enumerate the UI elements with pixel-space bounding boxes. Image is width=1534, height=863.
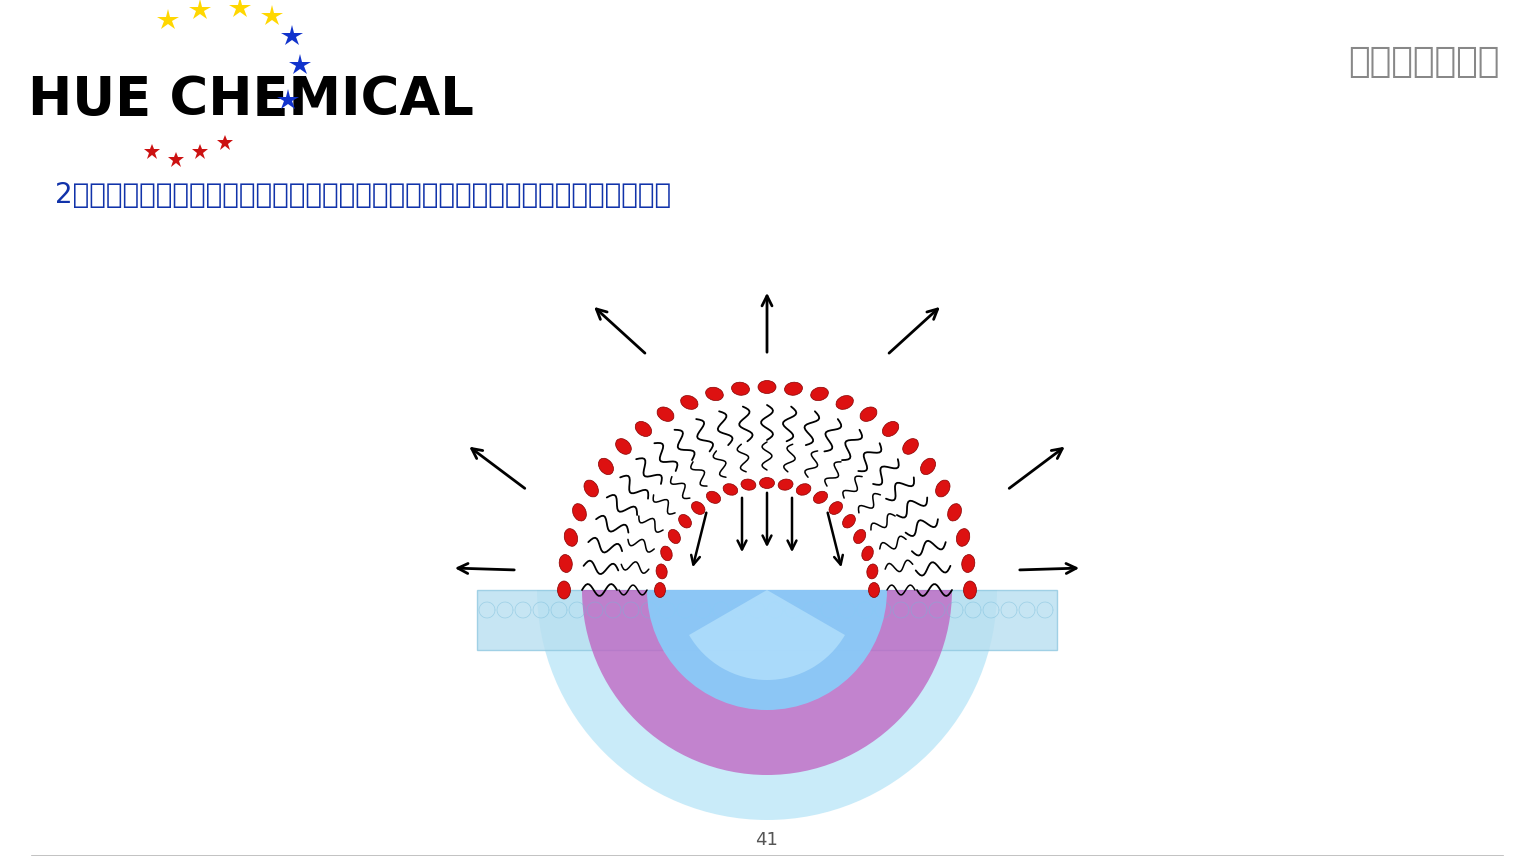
FancyBboxPatch shape — [477, 590, 1057, 650]
Ellipse shape — [920, 458, 936, 475]
Ellipse shape — [741, 479, 756, 490]
Ellipse shape — [862, 546, 873, 561]
Ellipse shape — [560, 555, 572, 572]
Ellipse shape — [778, 479, 793, 490]
Ellipse shape — [842, 514, 856, 528]
Ellipse shape — [963, 581, 977, 599]
Ellipse shape — [759, 477, 775, 488]
Ellipse shape — [796, 483, 811, 495]
Ellipse shape — [707, 491, 721, 503]
Ellipse shape — [723, 483, 738, 495]
Ellipse shape — [635, 421, 652, 437]
Text: 气泡的稳定机理: 气泡的稳定机理 — [1348, 45, 1500, 79]
Ellipse shape — [681, 395, 698, 409]
Wedge shape — [689, 590, 845, 680]
Ellipse shape — [615, 438, 632, 454]
Wedge shape — [537, 590, 997, 820]
Text: 2）静电效应：表面活性剂的静电排斥作用使气泡的液体层膜增厚，从而稳定气泡。: 2）静电效应：表面活性剂的静电排斥作用使气泡的液体层膜增厚，从而稳定气泡。 — [55, 181, 672, 209]
Ellipse shape — [962, 555, 974, 572]
Ellipse shape — [584, 480, 598, 497]
Ellipse shape — [655, 583, 666, 597]
Ellipse shape — [861, 407, 877, 421]
Wedge shape — [647, 590, 887, 710]
Ellipse shape — [956, 529, 969, 546]
Ellipse shape — [813, 491, 827, 503]
Ellipse shape — [661, 546, 672, 561]
Ellipse shape — [948, 504, 962, 521]
Ellipse shape — [572, 504, 586, 521]
Ellipse shape — [828, 501, 842, 514]
Ellipse shape — [692, 501, 706, 514]
Ellipse shape — [902, 438, 919, 454]
Text: 41: 41 — [756, 831, 778, 849]
Ellipse shape — [867, 564, 877, 579]
Ellipse shape — [565, 529, 578, 546]
Ellipse shape — [557, 581, 571, 599]
Ellipse shape — [784, 382, 802, 395]
Ellipse shape — [882, 421, 899, 437]
Wedge shape — [581, 590, 953, 775]
Ellipse shape — [810, 387, 828, 400]
Ellipse shape — [598, 458, 614, 475]
Ellipse shape — [657, 407, 673, 421]
Ellipse shape — [706, 387, 724, 400]
Ellipse shape — [678, 514, 692, 528]
Ellipse shape — [853, 529, 865, 544]
Ellipse shape — [758, 381, 776, 394]
Ellipse shape — [669, 529, 681, 544]
Ellipse shape — [868, 583, 879, 597]
Ellipse shape — [732, 382, 750, 395]
Text: HUE CHEMICAL: HUE CHEMICAL — [28, 74, 474, 126]
Ellipse shape — [836, 395, 853, 409]
Ellipse shape — [936, 480, 950, 497]
Ellipse shape — [657, 564, 667, 579]
